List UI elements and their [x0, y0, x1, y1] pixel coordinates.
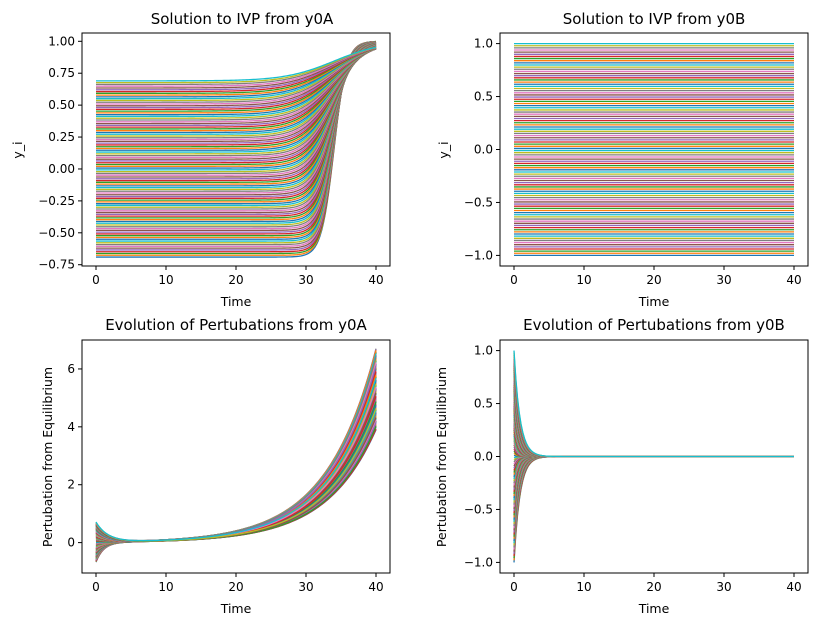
y-tick-label: −0.5: [464, 195, 493, 209]
x-tick-label: 10: [576, 580, 591, 594]
y-tick-label: 1.0: [474, 37, 493, 51]
series-line: [96, 48, 377, 123]
series-line: [96, 47, 377, 134]
x-tick-label: 40: [368, 580, 383, 594]
x-axis-label: Time: [220, 601, 252, 616]
x-tick-label: 20: [228, 580, 243, 594]
chart-title: Evolution of Pertubations from y0A: [105, 316, 367, 334]
x-axis-label: Time: [638, 601, 670, 616]
y-tick-label: 6: [67, 362, 75, 376]
series-group: [95, 40, 377, 258]
series-line: [96, 48, 377, 125]
x-tick-label: 0: [510, 273, 518, 287]
x-tick-label: 10: [158, 273, 173, 287]
x-tick-label: 10: [576, 273, 591, 287]
series-line: [96, 47, 377, 135]
x-tick-label: 10: [158, 580, 173, 594]
y-tick-label: −0.5: [464, 502, 493, 516]
x-tick-label: 30: [716, 273, 731, 287]
series-line: [96, 46, 377, 84]
y-axis-label: Pertubation from Equilibrium: [40, 367, 55, 547]
y-tick-label: −1.0: [464, 248, 493, 262]
series-line: [96, 47, 377, 86]
series-line: [96, 48, 377, 107]
y-axis-label: Pertubation from Equilibrium: [434, 367, 449, 547]
series-line: [96, 48, 377, 130]
y-tick-label: −0.50: [38, 226, 75, 240]
y-tick-label: 0.0: [474, 143, 493, 157]
series-group: [95, 348, 377, 563]
x-tick-label: 0: [510, 580, 518, 594]
y-tick-label: −1.0: [464, 555, 493, 569]
series-line: [96, 48, 377, 109]
x-tick-label: 0: [92, 273, 100, 287]
y-tick-label: 2: [67, 478, 75, 492]
y-tick-label: 1.00: [48, 34, 75, 48]
series-line: [96, 48, 377, 103]
y-tick-label: 0.5: [474, 90, 493, 104]
series-line: [96, 48, 377, 110]
y-tick-label: −0.75: [38, 258, 75, 272]
y-tick-label: 0.5: [474, 397, 493, 411]
y-tick-label: 1.0: [474, 344, 493, 358]
x-tick-label: 20: [646, 273, 661, 287]
series-line: [513, 350, 794, 458]
y-tick-label: 0: [67, 536, 75, 550]
series-line: [96, 48, 377, 128]
y-tick-label: 0.25: [48, 130, 75, 144]
x-tick-label: 30: [716, 580, 731, 594]
series-line: [96, 48, 377, 119]
x-axis-label: Time: [220, 294, 252, 309]
subplot-ivp-a: Solution to IVP from y0A Time y_i 0 10 20 3…: [10, 10, 391, 309]
series-line: [96, 48, 377, 114]
subplot-pert-a: Evolution of Pertubations from y0A Time …: [40, 316, 391, 616]
y-axis-label: y_i: [436, 141, 451, 158]
series-line: [96, 47, 377, 87]
series-line: [96, 47, 377, 137]
series-line: [96, 47, 377, 89]
series-line: [96, 47, 377, 100]
series-line: [96, 47, 377, 96]
subplot-pert-b: Evolution of Pertubations from y0B Time …: [434, 316, 809, 616]
x-tick-label: 30: [298, 580, 313, 594]
y-tick-label: 4: [67, 420, 75, 434]
series-line: [96, 47, 377, 94]
series-line: [96, 46, 377, 82]
x-tick-label: 30: [298, 273, 313, 287]
series-line: [96, 48, 377, 127]
x-tick-label: 40: [786, 273, 801, 287]
series-line: [96, 48, 377, 121]
y-tick-label: 0.50: [48, 98, 75, 112]
subplot-ivp-b: Solution to IVP from y0B Time y_i 0 10 20 3…: [436, 10, 809, 309]
y-tick-label: 0.75: [48, 66, 75, 80]
series-line: [95, 47, 377, 91]
series-line: [95, 377, 377, 542]
y-tick-label: 0.00: [48, 162, 75, 176]
chart-title: Solution to IVP from y0A: [151, 10, 334, 28]
series-line: [96, 48, 377, 102]
series-line: [96, 47, 377, 132]
series-line: [96, 47, 377, 93]
series-line: [96, 48, 377, 118]
series-group: [513, 350, 794, 563]
chart-title: Solution to IVP from y0B: [563, 10, 746, 28]
series-line: [96, 48, 377, 112]
x-tick-label: 20: [646, 580, 661, 594]
series-line: [96, 48, 377, 116]
series-line: [96, 47, 377, 98]
series-line: [96, 48, 377, 105]
y-tick-label: −0.25: [38, 194, 75, 208]
x-axis-label: Time: [638, 294, 670, 309]
series-group: [514, 42, 794, 257]
y-tick-label: 0.0: [474, 450, 493, 464]
x-tick-label: 20: [228, 273, 243, 287]
x-tick-label: 40: [786, 580, 801, 594]
chart-title: Evolution of Pertubations from y0B: [523, 316, 785, 334]
x-tick-label: 0: [92, 580, 100, 594]
x-tick-label: 40: [368, 273, 383, 287]
y-axis-label: y_i: [10, 141, 25, 158]
